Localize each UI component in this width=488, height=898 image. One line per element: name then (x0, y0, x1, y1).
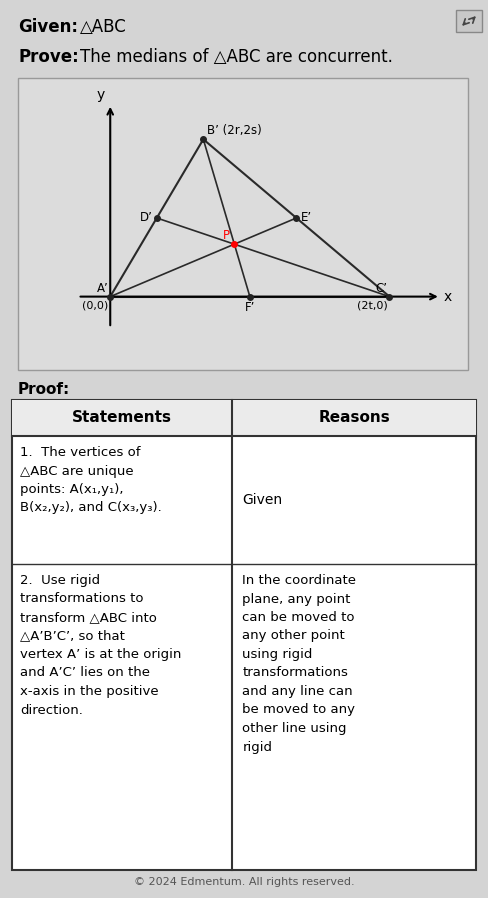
Text: Given:: Given: (18, 18, 78, 36)
Text: P: P (224, 229, 230, 242)
Text: E’: E’ (301, 211, 311, 224)
Text: (0,0): (0,0) (82, 301, 108, 311)
Text: Proof:: Proof: (18, 382, 70, 397)
Text: Reasons: Reasons (318, 410, 390, 426)
Text: Prove:: Prove: (18, 48, 79, 66)
Text: The medians of △ABC are concurrent.: The medians of △ABC are concurrent. (80, 48, 393, 66)
Text: (2t,0): (2t,0) (357, 301, 387, 311)
Text: x: x (444, 290, 452, 304)
Text: 2.  Use rigid
transformations to
transform △ABC into
△A’B’C’, so that
vertex A’ : 2. Use rigid transformations to transfor… (20, 574, 182, 717)
Text: B’ (2r,2s): B’ (2r,2s) (207, 124, 262, 137)
Text: Statements: Statements (72, 410, 172, 426)
FancyBboxPatch shape (12, 400, 476, 870)
Text: C’: C’ (375, 282, 387, 295)
Text: △ABC: △ABC (80, 18, 127, 36)
Text: © 2024 Edmentum. All rights reserved.: © 2024 Edmentum. All rights reserved. (134, 877, 354, 887)
FancyBboxPatch shape (12, 400, 476, 436)
Text: D’: D’ (140, 211, 153, 224)
Text: Given: Given (243, 493, 283, 507)
FancyBboxPatch shape (18, 78, 468, 370)
Text: A’: A’ (97, 282, 108, 295)
FancyBboxPatch shape (456, 10, 482, 32)
Text: 1.  The vertices of
△ABC are unique
points: A(x₁,y₁),
B(x₂,y₂), and C(x₃,y₃).: 1. The vertices of △ABC are unique point… (20, 446, 162, 515)
Text: F’: F’ (244, 301, 255, 313)
Text: In the coordinate
plane, any point
can be moved to
any other point
using rigid
t: In the coordinate plane, any point can b… (243, 574, 356, 753)
Text: y: y (97, 88, 105, 102)
